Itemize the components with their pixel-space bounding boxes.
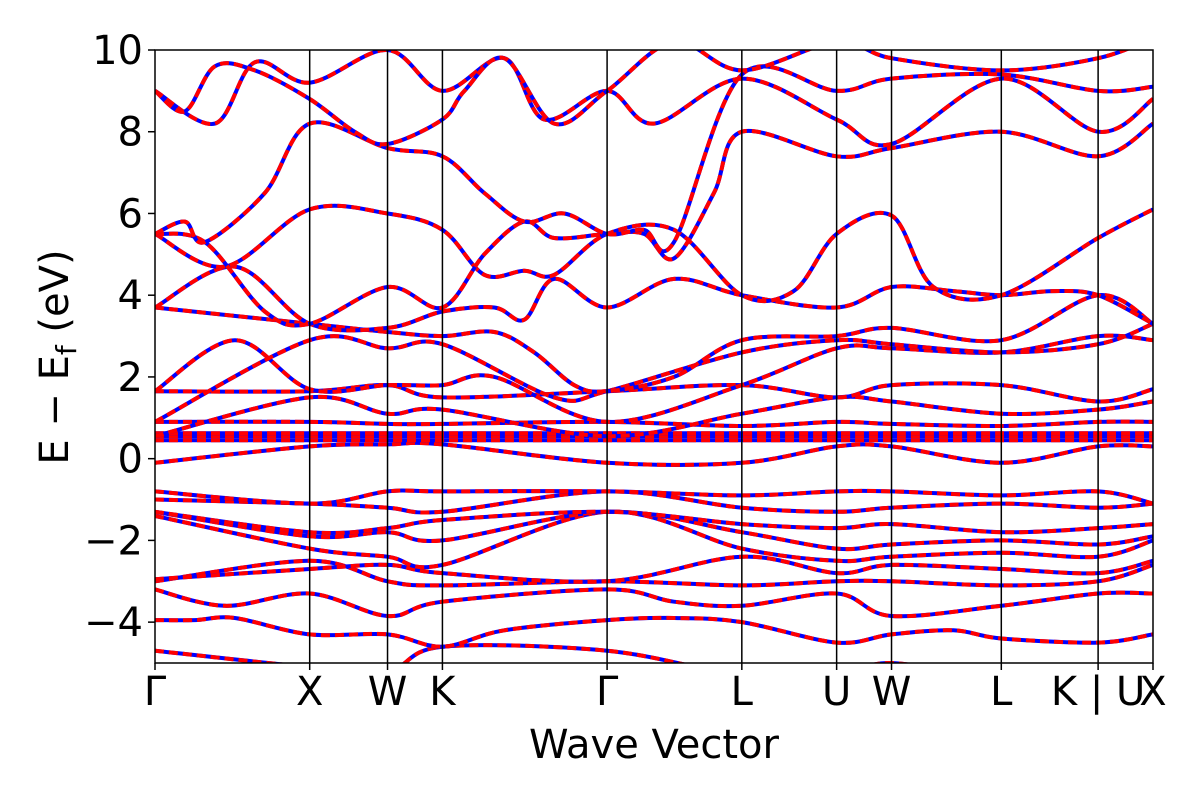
band-24-spin-up [155,50,1153,148]
x-tick-label-8: L [990,669,1013,715]
y-tick-label-4: 4 [118,273,143,319]
band-19-spin-up [155,293,1153,394]
y-axis-label: E − Ef (eV) [32,249,83,464]
y-tick-label-0: −4 [84,600,143,646]
band-8-spin-up [155,489,1153,515]
x-axis-label: Wave Vector [529,722,780,768]
band-lines [155,50,1153,663]
y-tick-label-1: −2 [84,518,143,564]
x-tick-label-9: K | U [1051,669,1145,715]
band-3-spin-up [155,558,1153,588]
band-20-spin-dn [155,264,1153,333]
band-14-spin-up [155,419,1153,429]
band-7-spin-dn [155,509,1153,536]
x-tick-label-4: Γ [596,669,619,715]
x-tick-label-0: Γ [144,669,167,715]
band-10-spin-up [155,440,1153,467]
band-22-spin-up [155,121,1153,328]
y-axis: −4 −2 0 2 4 6 8 10 [84,28,155,646]
x-tick-label-2: W [368,669,408,715]
band-16-spin-up [155,381,1153,404]
band-1-spin-up [155,615,1153,649]
band-5-spin-up [155,509,1153,570]
y-tick-label-3: 2 [118,355,143,401]
band-25-spin-up [155,50,1130,147]
band-2-spin-dn [155,587,1153,619]
band-6-spin-up [155,509,1153,552]
kpoint-lines [308,50,1099,663]
band-10-spin-dn [155,440,1153,467]
plot-frame [154,49,1154,664]
band-4-spin-up [155,554,1153,584]
y-axis-label-main: E − E [32,355,78,465]
x-tick-label-3: K [429,669,457,715]
x-tick-label-5: L [731,669,754,715]
band-7-spin-up [155,509,1153,536]
band-15-spin-up [155,394,1153,439]
y-axis-label-sub: f [50,344,83,355]
band-9-spin-up [155,488,1153,506]
x-tick-label-10: X [1139,669,1166,715]
x-tick-label-1: X [296,669,323,715]
y-axis-label-unit: (eV) [32,249,78,345]
x-tick-label-7: W [872,669,912,715]
y-tick-label-2: 0 [118,437,143,483]
y-tick-label-6: 8 [118,110,143,156]
y-tick-label-5: 6 [118,191,143,237]
x-tick-label-6: U [822,669,851,715]
band-23-spin-up [155,64,1153,254]
band-21-spin-up [155,203,1153,304]
band-1-spin-dn [155,615,1153,649]
y-tick-label-7: 10 [92,28,143,74]
